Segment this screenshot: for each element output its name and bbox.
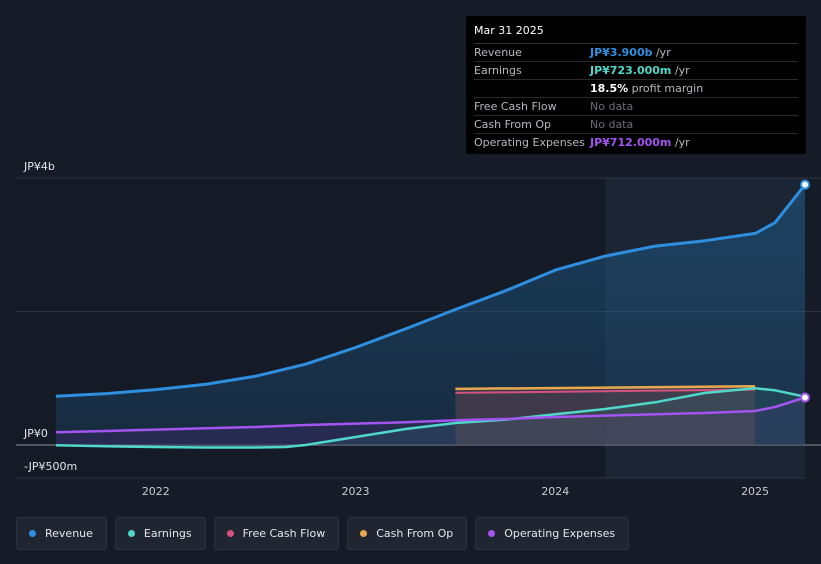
tooltip-value: JP¥3.900b [590, 46, 653, 59]
legend-label: Free Cash Flow [242, 527, 326, 540]
legend-dot-icon [127, 530, 135, 537]
revenue-line [55, 183, 807, 398]
chart-legend: Revenue Earnings Free Cash Flow Cash Fro… [16, 517, 630, 550]
operating-expenses-area [55, 397, 805, 445]
legend-item-operating-expenses[interactable]: Operating Expenses [475, 517, 630, 550]
y-label-zero: JP¥0 [23, 427, 48, 440]
legend-item-free-cash-flow[interactable]: Free Cash Flow [213, 517, 340, 550]
tooltip-date: Mar 31 2025 [474, 22, 798, 44]
earnings-line [55, 387, 806, 449]
legend-dot-icon [226, 530, 234, 537]
tooltip-row-earnings: Earnings JP¥723.000m /yr [474, 62, 798, 80]
tooltip-row-revenue: Revenue JP¥3.900b /yr [474, 44, 798, 62]
tooltip-suffix: profit margin [628, 82, 704, 95]
tooltip-label [474, 80, 590, 97]
legend-dot-icon [360, 530, 368, 537]
tooltip-value: No data [590, 118, 634, 131]
tooltip-value: No data [590, 100, 634, 113]
tooltip-row-fcf: Free Cash Flow No data [474, 98, 798, 116]
tooltip-value: 18.5% [590, 82, 629, 95]
legend-label: Revenue [45, 527, 93, 540]
tooltip-row-opex: Operating Expenses JP¥712.000m /yr [474, 134, 798, 151]
tooltip-label: Earnings [474, 64, 522, 77]
tooltip-suffix: /yr [671, 136, 690, 149]
tooltip-row-margin: 18.5% profit margin [474, 80, 798, 98]
free-cash-flow-line [455, 388, 756, 394]
legend-item-cash-from-op[interactable]: Cash From Op [347, 517, 468, 550]
legend-label: Cash From Op [376, 527, 454, 540]
tooltip-label: Cash From Op [474, 118, 552, 131]
x-tick-label: 2024 [541, 485, 569, 498]
tooltip-suffix: /yr [671, 64, 690, 77]
legend-dot-icon [488, 530, 496, 537]
revenue-end-point [800, 179, 810, 190]
y-label-top: JP¥4b [23, 160, 55, 173]
operating-expenses-end-point [800, 392, 810, 403]
tooltip-suffix: /yr [652, 46, 671, 59]
revenue-area [55, 184, 805, 445]
legend-item-revenue[interactable]: Revenue [16, 517, 107, 550]
tooltip-value: JP¥712.000m [590, 136, 672, 149]
x-tick-label: 2025 [741, 485, 769, 498]
operating-expenses-line [55, 396, 806, 434]
tooltip-value: JP¥723.000m [590, 64, 672, 77]
legend-label: Operating Expenses [504, 527, 616, 540]
legend-label: Earnings [143, 527, 192, 540]
tooltip-label: Free Cash Flow [474, 100, 557, 113]
tooltip-label: Operating Expenses [474, 136, 585, 149]
y-label-bottom: -JP¥500m [24, 460, 77, 473]
tooltip-row-cfo: Cash From Op No data [474, 116, 798, 134]
legend-item-earnings[interactable]: Earnings [114, 517, 206, 550]
tooltip-label: Revenue [474, 46, 522, 59]
x-tick-label: 2023 [342, 485, 370, 498]
earnings-area [55, 388, 805, 448]
legend-dot-icon [29, 530, 36, 537]
cash-from-op-line [455, 385, 756, 391]
tooltip-panel: Mar 31 2025 Revenue JP¥3.900b /yr Earnin… [466, 16, 806, 154]
x-tick-label: 2022 [142, 485, 170, 498]
